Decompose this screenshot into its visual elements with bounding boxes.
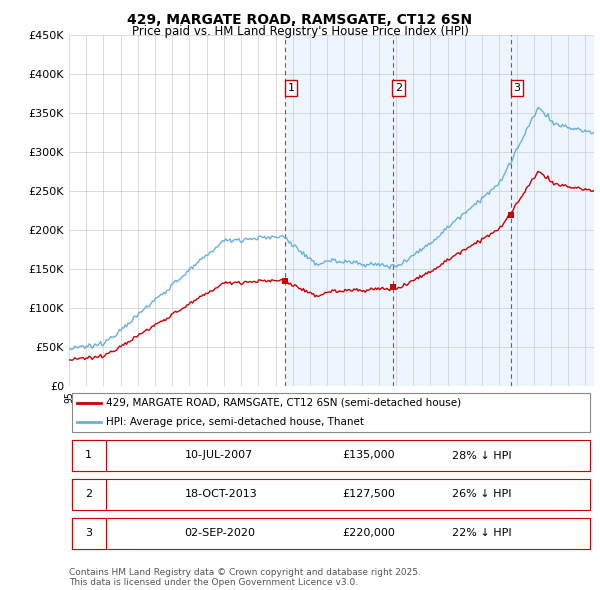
Bar [392, 35, 511, 386]
Text: 429, MARGATE ROAD, RAMSGATE, CT12 6SN: 429, MARGATE ROAD, RAMSGATE, CT12 6SN [127, 13, 473, 27]
Text: £127,500: £127,500 [342, 490, 395, 499]
Bar [511, 35, 594, 386]
Text: 1: 1 [85, 451, 92, 460]
Text: 429, MARGATE ROAD, RAMSGATE, CT12 6SN (semi-detached house): 429, MARGATE ROAD, RAMSGATE, CT12 6SN (s… [106, 398, 461, 408]
FancyBboxPatch shape [71, 440, 590, 471]
Text: £220,000: £220,000 [342, 529, 395, 538]
Text: 3: 3 [85, 529, 92, 538]
FancyBboxPatch shape [71, 479, 106, 510]
Text: 2: 2 [395, 83, 403, 93]
Text: 22% ↓ HPI: 22% ↓ HPI [452, 529, 512, 538]
FancyBboxPatch shape [71, 518, 590, 549]
Text: 3: 3 [514, 83, 520, 93]
Text: 10-JUL-2007: 10-JUL-2007 [185, 451, 253, 460]
Text: 18-OCT-2013: 18-OCT-2013 [185, 490, 257, 499]
Text: 2: 2 [85, 490, 92, 499]
Text: 28% ↓ HPI: 28% ↓ HPI [452, 451, 512, 460]
Text: 02-SEP-2020: 02-SEP-2020 [185, 529, 256, 538]
Text: Price paid vs. HM Land Registry's House Price Index (HPI): Price paid vs. HM Land Registry's House … [131, 25, 469, 38]
Text: Contains HM Land Registry data © Crown copyright and database right 2025.
This d: Contains HM Land Registry data © Crown c… [69, 568, 421, 587]
Text: 1: 1 [287, 83, 295, 93]
FancyBboxPatch shape [71, 393, 590, 432]
FancyBboxPatch shape [71, 440, 106, 471]
Text: HPI: Average price, semi-detached house, Thanet: HPI: Average price, semi-detached house,… [106, 417, 364, 427]
Bar [285, 35, 392, 386]
Text: £135,000: £135,000 [342, 451, 395, 460]
FancyBboxPatch shape [71, 518, 106, 549]
FancyBboxPatch shape [71, 479, 590, 510]
Text: 26% ↓ HPI: 26% ↓ HPI [452, 490, 512, 499]
